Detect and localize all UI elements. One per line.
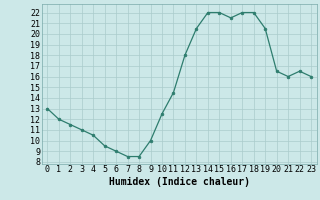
X-axis label: Humidex (Indice chaleur): Humidex (Indice chaleur) bbox=[109, 177, 250, 187]
